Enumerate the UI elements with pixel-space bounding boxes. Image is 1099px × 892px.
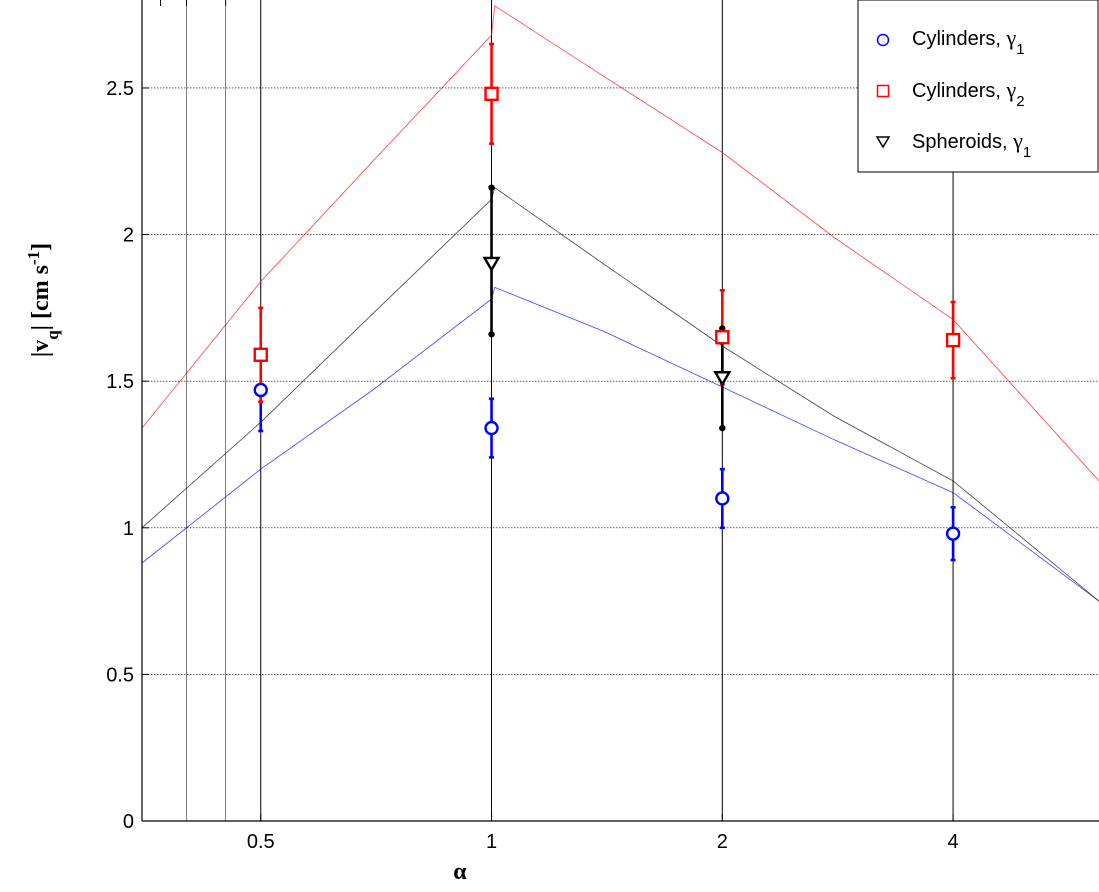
legend-label-gamma: γ xyxy=(1005,77,1016,102)
legend-label: Cylinders, γ2 xyxy=(912,77,1025,110)
data-point-square xyxy=(484,86,499,102)
y-tick-label: 2 xyxy=(123,225,134,247)
error-bar-cap xyxy=(488,184,495,191)
data-point-square xyxy=(715,329,730,345)
model-curve-line xyxy=(141,187,1099,602)
y-axis-label: |vq| [cm s-1] xyxy=(24,243,62,357)
legend-label-text: Cylinders, xyxy=(912,80,1006,102)
error-bar-cap xyxy=(719,424,726,432)
y-axis-label-main: |v xyxy=(28,340,54,357)
legend-label: Spheroids, γ1 xyxy=(912,128,1031,161)
model-curve-line xyxy=(141,286,1099,602)
y-ticks: 0 0.5 1 1.5 2 2.5 xyxy=(106,78,149,833)
legend-label-text: Spheroids, xyxy=(912,131,1013,153)
legend-label: Cylinders, γ1 xyxy=(912,25,1025,58)
data-point-circle xyxy=(484,420,499,436)
data-point-square xyxy=(945,332,961,348)
legend-label-text: Cylinders, xyxy=(912,28,1006,50)
model-curve-line xyxy=(141,5,1099,482)
legend-item-cylinders-gamma2: Cylinders, γ2 xyxy=(876,77,1025,110)
y-axis-label-sub: q xyxy=(43,330,62,340)
x-tick-label: 2 xyxy=(717,831,728,853)
data-point-square xyxy=(253,347,268,362)
legend-marker-square xyxy=(876,84,890,98)
legend: Cylinders, γ1 Cylinders, γ2 Spheroids, γ… xyxy=(857,0,1099,173)
data-point-circle xyxy=(945,526,961,541)
legend-box xyxy=(857,0,1099,173)
y-axis-label-end: ] xyxy=(28,243,54,251)
y-axis-label-mid: | [cm s xyxy=(28,265,54,330)
error-bar-cap xyxy=(488,331,495,338)
x-tick-label: 1 xyxy=(486,831,497,853)
x-tick-label: 0.5 xyxy=(247,831,275,853)
data-markers xyxy=(253,86,961,541)
legend-marker-circle xyxy=(876,33,890,47)
legend-label-sub: 2 xyxy=(1016,93,1024,110)
y-tick-label: 2.5 xyxy=(106,78,134,100)
data-point-circle xyxy=(715,491,730,506)
x-ticks: 0.5 1 2 4 xyxy=(160,0,959,853)
data-point-triangle xyxy=(713,371,732,387)
legend-marker-triangle xyxy=(875,136,891,149)
legend-label-gamma: γ xyxy=(1005,25,1016,50)
data-point-triangle xyxy=(482,256,501,273)
y-tick-label: 1 xyxy=(123,518,134,540)
data-point-circle xyxy=(253,382,268,398)
y-tick-label: 0 xyxy=(123,811,134,833)
legend-item-cylinders-gamma1: Cylinders, γ1 xyxy=(876,25,1025,58)
x-tick-label: 4 xyxy=(948,831,959,853)
model-curves xyxy=(141,5,1099,602)
axes xyxy=(141,0,1099,822)
legend-label-gamma: γ xyxy=(1012,128,1023,153)
legend-label-sub: 1 xyxy=(1016,41,1024,58)
y-axis-label-sup: -1 xyxy=(24,251,43,265)
x-axis-label: α xyxy=(453,859,467,885)
y-tick-label: 1.5 xyxy=(106,371,134,393)
y-tick-label: 0.5 xyxy=(106,664,134,686)
legend-item-spheroids-gamma1: Spheroids, γ1 xyxy=(875,128,1031,161)
legend-label-sub: 1 xyxy=(1023,144,1031,161)
